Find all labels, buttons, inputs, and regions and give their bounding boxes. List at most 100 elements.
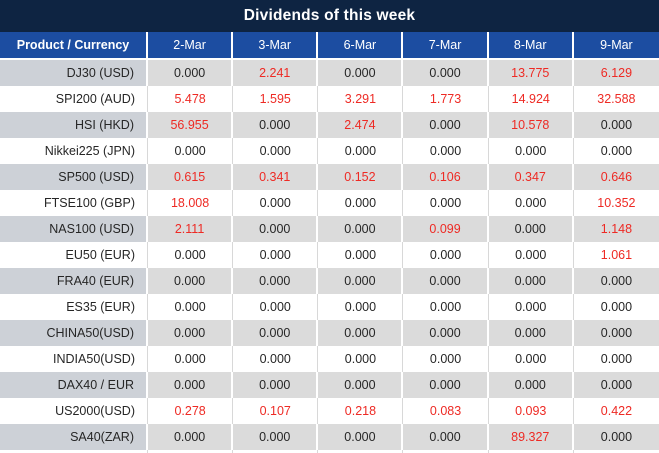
dividend-value: 0.000 bbox=[403, 294, 489, 320]
product-label: FTSE100 (GBP) bbox=[0, 190, 148, 216]
empty-cell bbox=[148, 450, 234, 453]
dividend-value: 0.278 bbox=[148, 398, 234, 424]
dividend-value: 0.000 bbox=[600, 144, 633, 158]
dividend-value: 0.000 bbox=[318, 346, 404, 372]
dividend-value: 0.000 bbox=[318, 372, 404, 398]
product-label: CHINA50(USD) bbox=[0, 320, 148, 346]
dividend-value: 0.000 bbox=[148, 60, 234, 86]
dividend-value: 0.000 bbox=[318, 60, 404, 86]
dividend-value: 18.008 bbox=[148, 190, 234, 216]
dividend-value: 0.000 bbox=[233, 372, 319, 398]
dividend-value: 1.148 bbox=[600, 222, 633, 236]
column-header-date-1: 2-Mar bbox=[148, 32, 234, 58]
dividend-value: 1.595 bbox=[233, 86, 319, 112]
dividend-value: 0.000 bbox=[403, 346, 489, 372]
table-row: DJ30 (USD) 0.000 2.241 0.000 0.000 13.775 6.12… bbox=[0, 60, 659, 86]
dividend-value: 13.775 bbox=[489, 60, 574, 86]
dividend-value: 0.646 bbox=[600, 170, 633, 184]
table-row: CHINA50(USD) 0.000 0.000 0.000 0.000 0.000 0.0… bbox=[0, 320, 659, 346]
dividend-value: 0.000 bbox=[148, 346, 234, 372]
dividend-value: 0.000 bbox=[318, 190, 404, 216]
column-header-product-currency: Product / Currency bbox=[0, 32, 148, 58]
dividend-value: 0.083 bbox=[403, 398, 489, 424]
dividend-value: 0.000 bbox=[403, 372, 489, 398]
dividend-value: 89.327 bbox=[489, 424, 574, 450]
dividend-value: 0.000 bbox=[318, 320, 404, 346]
empty-cell bbox=[318, 450, 404, 453]
empty-cell bbox=[233, 450, 319, 453]
table-row: SP500 (USD) 0.615 0.341 0.152 0.106 0.347 0.64… bbox=[0, 164, 659, 190]
table-row: SA40(ZAR) 0.000 0.000 0.000 0.000 89.327 0.000 bbox=[0, 424, 659, 450]
table-row: NAS100 (USD) 2.111 0.000 0.000 0.099 0.000 1.1… bbox=[0, 216, 659, 242]
dividend-value: 14.924 bbox=[489, 86, 574, 112]
table-body: DJ30 (USD) 0.000 2.241 0.000 0.000 13.775 6.12… bbox=[0, 60, 659, 453]
dividend-value: 0.000 bbox=[233, 268, 319, 294]
dividend-value: 0.152 bbox=[318, 164, 404, 190]
dividend-value: 0.347 bbox=[489, 164, 574, 190]
dividend-value: 0.000 bbox=[403, 138, 489, 164]
dividend-value: 0.000 bbox=[148, 268, 234, 294]
dividend-value: 0.000 bbox=[318, 216, 404, 242]
dividend-value: 0.000 bbox=[318, 294, 404, 320]
column-header-date-3: 6-Mar bbox=[318, 32, 404, 58]
dividend-value: 0.000 bbox=[148, 294, 234, 320]
product-label: DJ30 (USD) bbox=[0, 60, 148, 86]
product-label: DAX40 / EUR bbox=[0, 372, 148, 398]
dividend-value: 0.000 bbox=[489, 346, 574, 372]
dividend-value: 0.000 bbox=[233, 424, 319, 450]
dividend-value: 0.000 bbox=[489, 268, 574, 294]
dividend-value: 5.478 bbox=[148, 86, 234, 112]
dividend-value: 10.578 bbox=[489, 112, 574, 138]
dividend-value: 1.773 bbox=[403, 86, 489, 112]
dividend-value: 0.000 bbox=[148, 138, 234, 164]
product-label: ES35 (EUR) bbox=[0, 294, 148, 320]
table-row-partial bbox=[0, 450, 659, 453]
dividend-value: 56.955 bbox=[148, 112, 234, 138]
dividend-value: 0.000 bbox=[233, 138, 319, 164]
dividend-value: 2.474 bbox=[318, 112, 404, 138]
dividend-value: 0.107 bbox=[233, 398, 319, 424]
dividend-value: 2.111 bbox=[148, 216, 234, 242]
table-row: SPI200 (AUD) 5.478 1.595 3.291 1.773 14.924 32… bbox=[0, 86, 659, 112]
dividend-value: 0.000 bbox=[600, 378, 633, 392]
empty-cell bbox=[489, 450, 574, 453]
dividend-value: 0.000 bbox=[489, 190, 574, 216]
table-row: DAX40 / EUR 0.000 0.000 0.000 0.000 0.000 0.00… bbox=[0, 372, 659, 398]
column-header-date-2: 3-Mar bbox=[233, 32, 319, 58]
table-row: FRA40 (EUR) 0.000 0.000 0.000 0.000 0.000 0.00… bbox=[0, 268, 659, 294]
dividend-value: 0.000 bbox=[489, 320, 574, 346]
product-label: US2000(USD) bbox=[0, 398, 148, 424]
dividend-value: 0.000 bbox=[489, 372, 574, 398]
product-label: EU50 (EUR) bbox=[0, 242, 148, 268]
dividend-value: 32.588 bbox=[597, 92, 636, 106]
product-label: SA40(ZAR) bbox=[0, 424, 148, 450]
product-label: Nikkei225 (JPN) bbox=[0, 138, 148, 164]
dividend-value: 0.000 bbox=[233, 242, 319, 268]
dividend-value: 0.106 bbox=[403, 164, 489, 190]
dividend-value: 0.000 bbox=[600, 352, 633, 366]
table-row: FTSE100 (GBP) 18.008 0.000 0.000 0.000 0.000 1… bbox=[0, 190, 659, 216]
dividend-value: 0.000 bbox=[403, 424, 489, 450]
dividend-value: 0.000 bbox=[318, 424, 404, 450]
dividend-value: 0.000 bbox=[233, 320, 319, 346]
dividend-value: 2.241 bbox=[233, 60, 319, 86]
product-label: SP500 (USD) bbox=[0, 164, 148, 190]
column-header-date-5: 8-Mar bbox=[489, 32, 574, 58]
dividend-value: 0.000 bbox=[148, 242, 234, 268]
table-row: US2000(USD) 0.278 0.107 0.218 0.083 0.093 0.42… bbox=[0, 398, 659, 424]
dividend-value: 0.000 bbox=[148, 424, 234, 450]
dividend-value: 0.218 bbox=[318, 398, 404, 424]
dividend-value: 0.000 bbox=[233, 216, 319, 242]
dividend-value: 0.000 bbox=[600, 118, 633, 132]
dividend-value: 0.000 bbox=[403, 268, 489, 294]
dividend-value: 0.000 bbox=[233, 190, 319, 216]
dividend-value: 0.000 bbox=[318, 268, 404, 294]
dividend-value: 0.000 bbox=[600, 430, 633, 444]
dividend-value: 0.000 bbox=[318, 242, 404, 268]
table-row: Nikkei225 (JPN) 0.000 0.000 0.000 0.000 0.000… bbox=[0, 138, 659, 164]
table-row: INDIA50(USD) 0.000 0.000 0.000 0.000 0.000 0.0… bbox=[0, 346, 659, 372]
dividend-value: 0.000 bbox=[403, 242, 489, 268]
dividend-value: 0.000 bbox=[403, 112, 489, 138]
product-label: HSI (HKD) bbox=[0, 112, 148, 138]
